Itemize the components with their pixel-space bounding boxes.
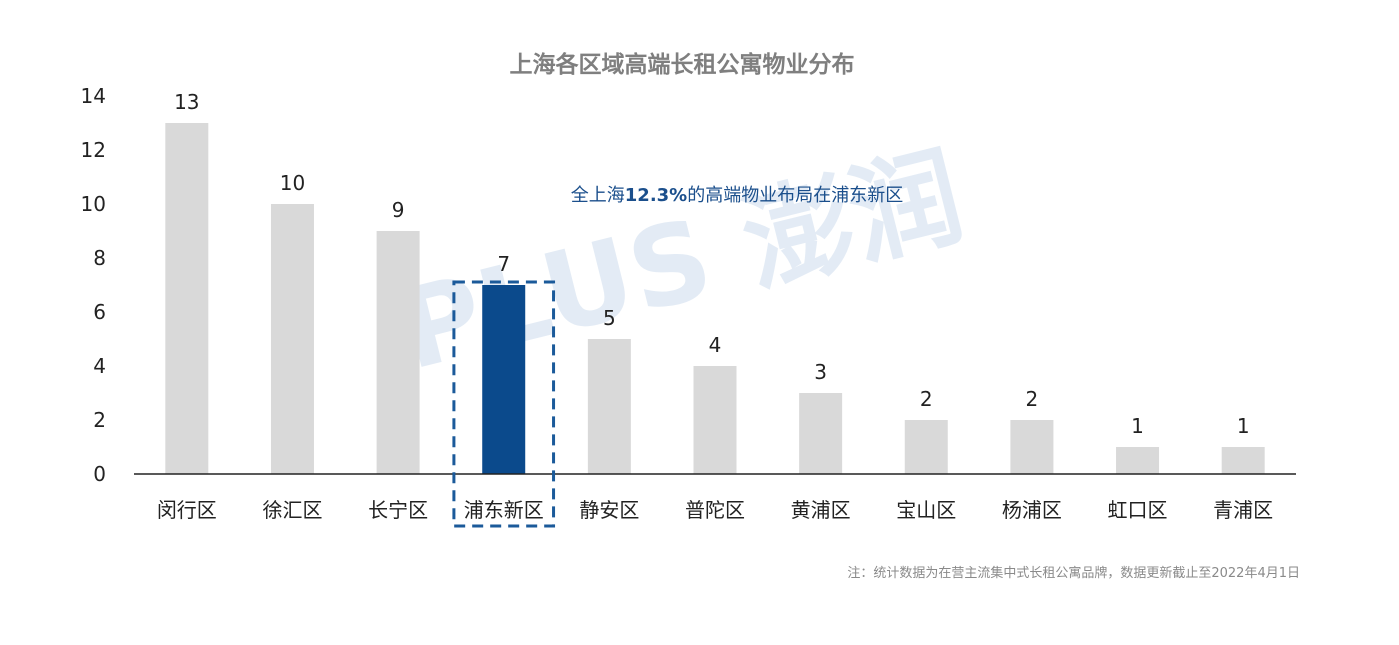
y-axis-ticks: 0 2 4 6 8 10 12 14 — [81, 84, 106, 486]
category-label: 长宁区 — [368, 498, 428, 522]
annotation-prefix: 全上海 — [571, 185, 625, 206]
bar — [482, 285, 526, 474]
data-label: 7 — [497, 252, 510, 276]
category-label: 青浦区 — [1213, 498, 1273, 522]
data-label: 2 — [1026, 387, 1039, 411]
bar — [1010, 420, 1054, 474]
category-label: 徐汇区 — [262, 498, 322, 522]
y-tick-label: 10 — [81, 192, 106, 216]
category-label: 杨浦区 — [1002, 498, 1062, 522]
y-tick-label: 12 — [81, 138, 106, 162]
highlight-dashed-box — [452, 280, 556, 528]
footnote: 注：统计数据为在营主流集中式长租公寓品牌，数据更新截止至2022年4月1日 — [847, 565, 1300, 581]
category-label: 虹口区 — [1108, 498, 1168, 522]
y-tick-label: 2 — [93, 408, 106, 432]
y-tick-label: 14 — [81, 84, 106, 108]
data-labels: 13 10 9 7 5 4 3 2 2 1 1 — [174, 90, 1249, 438]
y-tick-label: 4 — [93, 354, 106, 378]
bar — [270, 204, 314, 474]
annotation-value: 12.3% — [625, 185, 687, 206]
data-label: 1 — [1131, 414, 1144, 438]
bar — [165, 123, 209, 474]
category-label: 浦东新区 — [464, 498, 544, 522]
y-tick-label: 8 — [93, 246, 106, 270]
category-label: 闵行区 — [157, 498, 217, 522]
bar — [693, 366, 737, 474]
category-label: 黄浦区 — [791, 498, 851, 522]
data-label: 4 — [709, 333, 722, 357]
bar — [1116, 447, 1160, 474]
data-label: 10 — [280, 171, 305, 195]
bar — [904, 420, 948, 474]
data-label: 1 — [1237, 414, 1250, 438]
bar — [1221, 447, 1265, 474]
category-label: 普陀区 — [685, 498, 745, 522]
y-tick-label: 6 — [93, 300, 106, 324]
category-label: 宝山区 — [896, 498, 956, 522]
bar — [376, 231, 420, 474]
data-label: 9 — [392, 198, 405, 222]
data-label: 3 — [814, 360, 827, 384]
bar — [799, 393, 843, 474]
data-label: 2 — [920, 387, 933, 411]
chart-title: 上海各区域高端长租公寓物业分布 — [510, 51, 855, 78]
watermark: PLUS 澎润 — [387, 132, 975, 395]
bar — [587, 339, 631, 474]
category-label: 静安区 — [579, 498, 639, 522]
annotation-text: 全上海12.3%的高端物业布局在浦东新区 — [571, 185, 903, 206]
category-labels: 闵行区 徐汇区 长宁区 浦东新区 静安区 普陀区 黄浦区 宝山区 杨浦区 虹口区 青浦区 — [157, 498, 1273, 522]
annotation-suffix: 的高端物业布局在浦东新区 — [687, 185, 903, 206]
y-tick-label: 0 — [93, 462, 106, 486]
data-label: 13 — [174, 90, 199, 114]
data-label: 5 — [603, 306, 616, 330]
bars — [165, 123, 1265, 474]
